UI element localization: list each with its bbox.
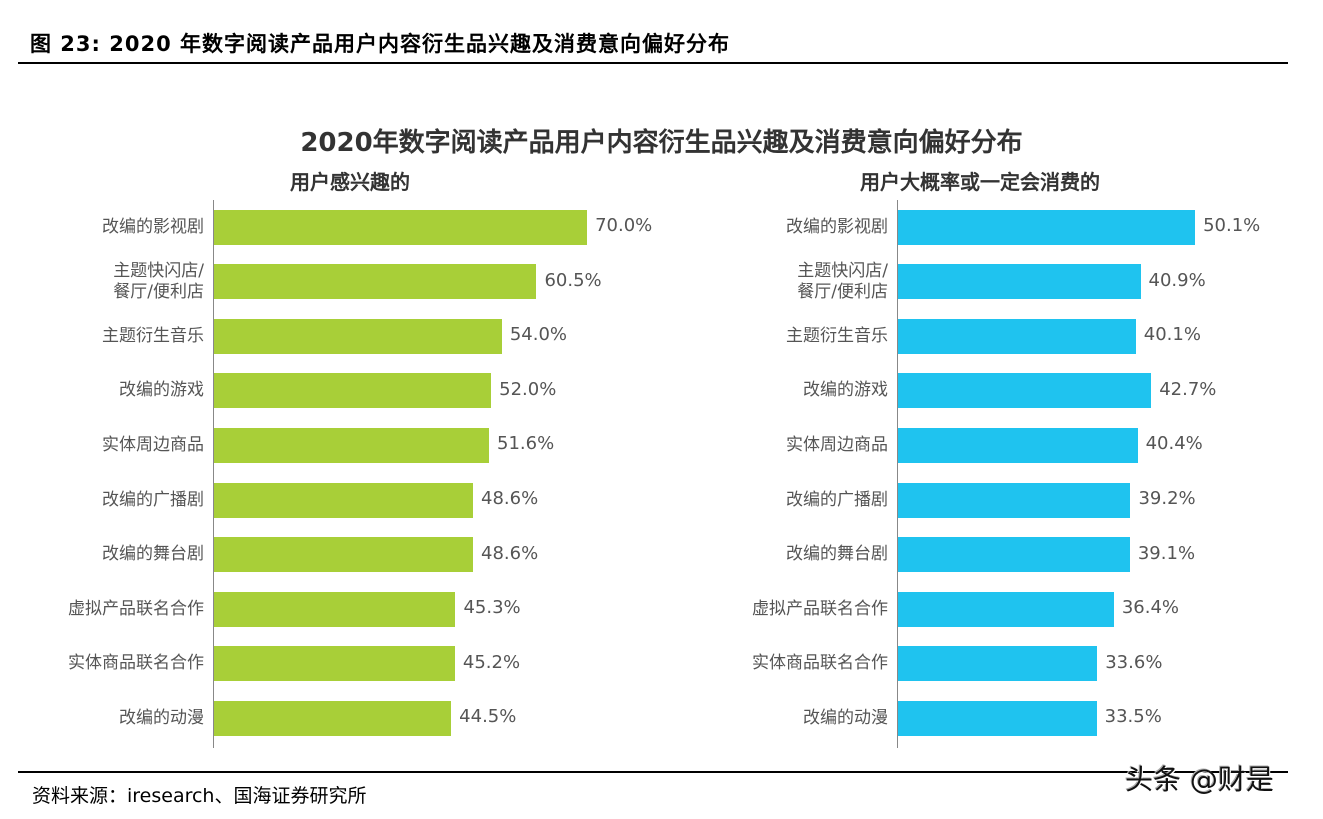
category-label: 实体周边商品 [786,434,888,455]
category-label: 实体商品联名合作 [752,653,888,674]
bar [898,209,1196,245]
y-axis-line [897,200,898,748]
bar [898,373,1152,409]
category-label: 虚拟产品联名合作 [68,598,204,619]
category-label: 改编的动漫 [803,707,888,728]
right-subtitle: 用户大概率或一定会消费的 [860,170,1100,194]
bar [214,427,490,463]
data-label: 42.7% [1159,378,1217,400]
category-label: 改编的影视剧 [102,216,204,237]
data-label: 48.6% [481,488,539,509]
data-label: 36.4% [1121,597,1180,619]
data-label: 45.3% [463,597,521,619]
data-label: 39.1% [1137,542,1196,564]
bar [898,482,1131,518]
category-label: 改编的舞台剧 [786,544,888,565]
data-label: 33.5% [1104,706,1162,728]
bar [898,264,1141,300]
data-label: 39.2% [1138,488,1196,509]
category-label: 主题衍生音乐 [102,325,204,346]
category-label: 改编的游戏 [803,380,888,401]
category-label: 改编的动漫 [119,707,204,728]
data-label: 48.6% [481,542,539,564]
bar [214,264,537,300]
bar [214,537,474,573]
category-label: 主题快闪店/餐厅/便利店 [113,260,204,302]
bar [214,318,502,354]
category-label: 改编的广播剧 [102,489,204,510]
y-axis-line [213,200,214,748]
category-label: 改编的舞台剧 [102,544,204,565]
category-label: 主题快闪店/餐厅/便利店 [797,260,888,302]
data-label: 51.6% [497,433,555,455]
data-label: 70.0% [595,215,653,236]
data-label: 45.2% [462,651,521,673]
category-label: 实体周边商品 [102,434,204,455]
figure-header: 图 23: 2020 年数字阅读产品用户内容衍生品兴趣及消费意向偏好分布 [30,32,730,56]
data-label: 40.9% [1148,269,1206,291]
left-subtitle: 用户感兴趣的 [290,170,410,194]
data-label: 52.0% [499,378,557,400]
data-label: 50.1% [1203,215,1261,236]
data-label: 60.5% [544,269,602,291]
data-label: 40.4% [1145,433,1203,455]
data-label: 33.6% [1105,651,1163,673]
category-label: 改编的广播剧 [786,489,888,510]
bar [214,591,456,627]
bar [214,700,452,736]
source-note: 资料来源：iresearch、国海证券研究所 [32,785,367,807]
bar [214,209,588,245]
bar [898,646,1098,682]
category-label: 改编的影视剧 [786,216,888,237]
header-divider [18,62,1288,64]
bar [898,318,1136,354]
bar [898,537,1130,573]
bar [898,700,1097,736]
bar [214,373,492,409]
data-label: 44.5% [459,706,517,728]
bar [898,427,1138,463]
category-label: 主题衍生音乐 [786,325,888,346]
bar [898,591,1114,627]
category-label: 虚拟产品联名合作 [752,598,888,619]
chart-title: 2020年数字阅读产品用户内容衍生品兴趣及消费意向偏好分布 [300,128,1023,158]
bar [214,646,455,682]
data-label: 40.1% [1143,324,1201,346]
watermark: 头条 @财是 [1125,763,1274,796]
bar [214,482,474,518]
data-label: 54.0% [509,324,567,346]
footer-divider [18,771,1288,773]
category-label: 实体商品联名合作 [68,653,204,674]
category-label: 改编的游戏 [119,380,204,401]
